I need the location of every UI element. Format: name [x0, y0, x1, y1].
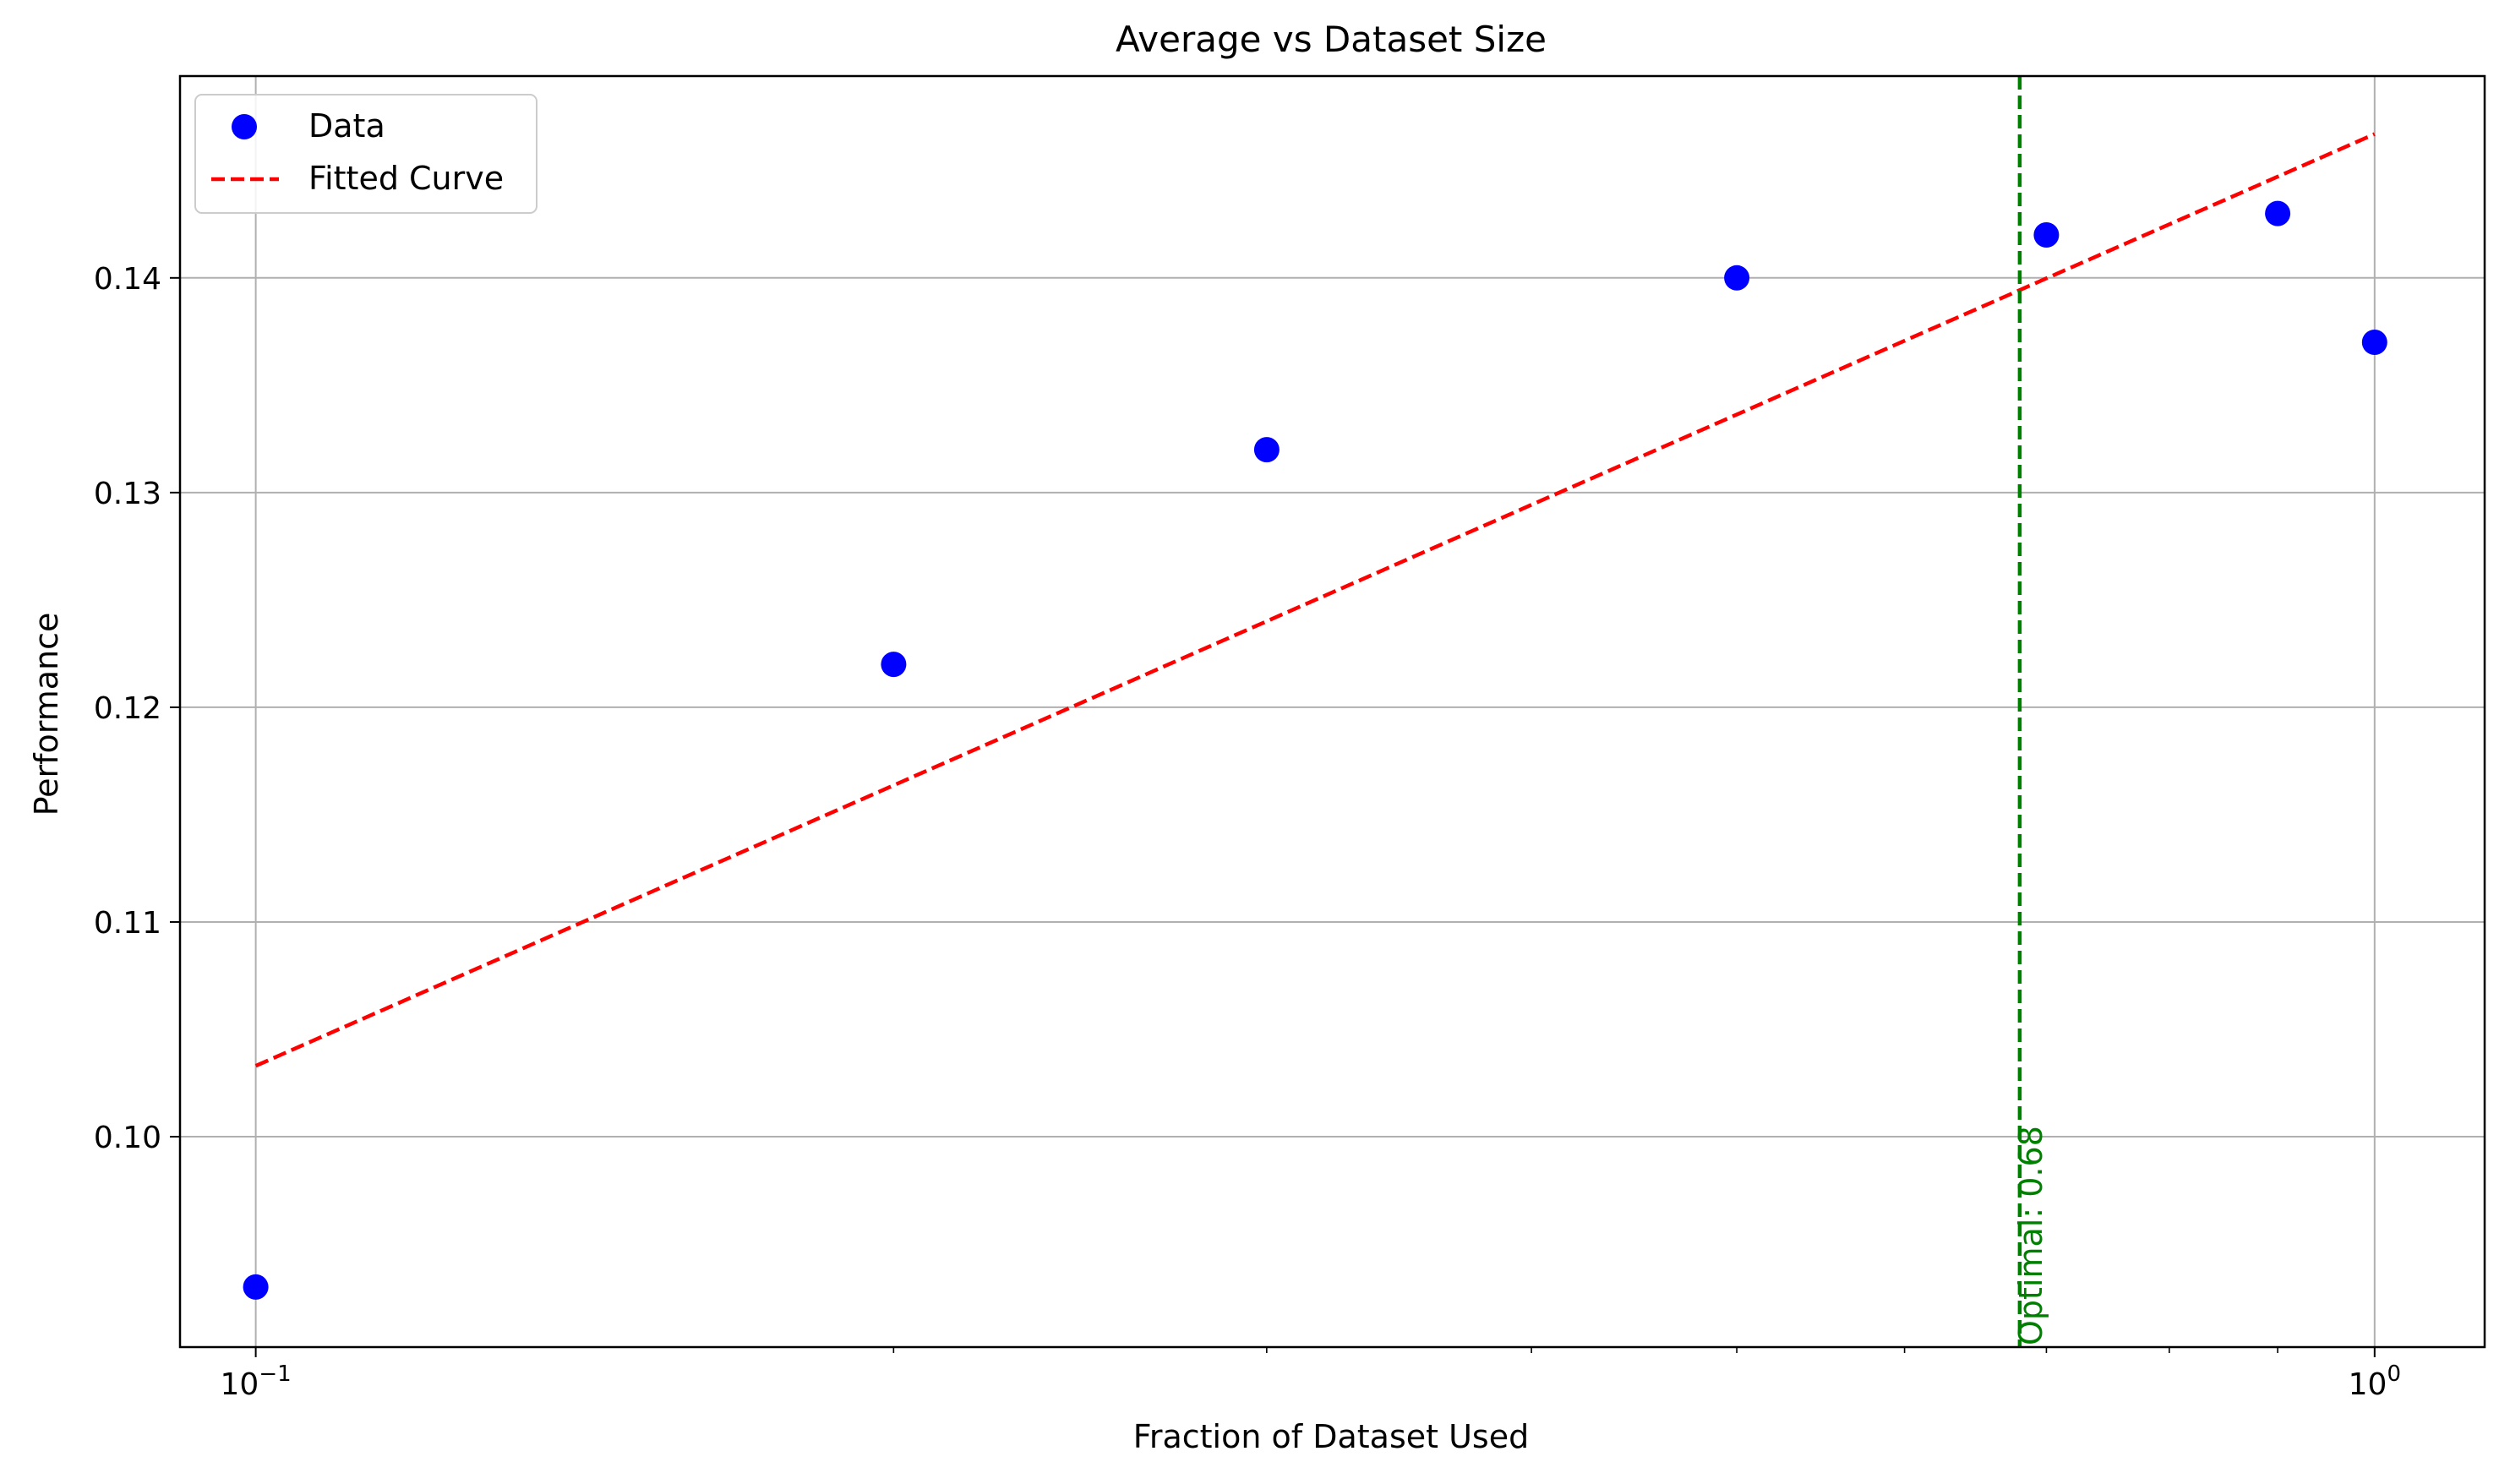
fitted-curve-line — [254, 132, 2376, 1068]
vline-layer: Optimal: 0.68 — [2012, 76, 2049, 1347]
data-point — [243, 1274, 269, 1300]
data-point — [881, 652, 907, 678]
chart-title: Average vs Dataset Size — [1116, 19, 1547, 60]
data-point — [2361, 330, 2387, 355]
legend-data-label: Data — [308, 107, 385, 145]
x-tick-label: 100 — [2349, 1361, 2401, 1402]
y-tick-label: 0.14 — [94, 262, 161, 297]
data-point — [1253, 437, 1280, 463]
data-point — [2265, 200, 2291, 226]
legend: Data Fitted Curve — [194, 94, 537, 214]
y-axis-label: Performance — [28, 613, 65, 816]
legend-box — [194, 94, 537, 214]
y-tick-label: 0.11 — [94, 906, 161, 941]
fit-layer — [254, 132, 2376, 1068]
grid-layer — [180, 76, 2485, 1347]
legend-data-marker — [232, 114, 257, 139]
y-tick-label: 0.12 — [94, 691, 161, 726]
y-tick-label: 0.13 — [94, 477, 161, 511]
x-tick-label: 10−1 — [221, 1361, 292, 1402]
data-point — [2033, 222, 2060, 248]
data-point — [1724, 265, 1750, 291]
plot-frame — [178, 74, 2486, 1349]
points-layer — [243, 200, 2387, 1300]
x-axis-label: Fraction of Dataset Used — [1133, 1418, 1529, 1455]
y-tick-label: 0.10 — [94, 1121, 161, 1155]
legend-fit-label: Fitted Curve — [308, 160, 504, 197]
optimal-vline-label: Optimal: 0.68 — [2012, 1126, 2049, 1345]
major-ticks-layer: 0.10 0.11 0.12 0.13 0.14 10−1 100 — [94, 262, 2401, 1402]
